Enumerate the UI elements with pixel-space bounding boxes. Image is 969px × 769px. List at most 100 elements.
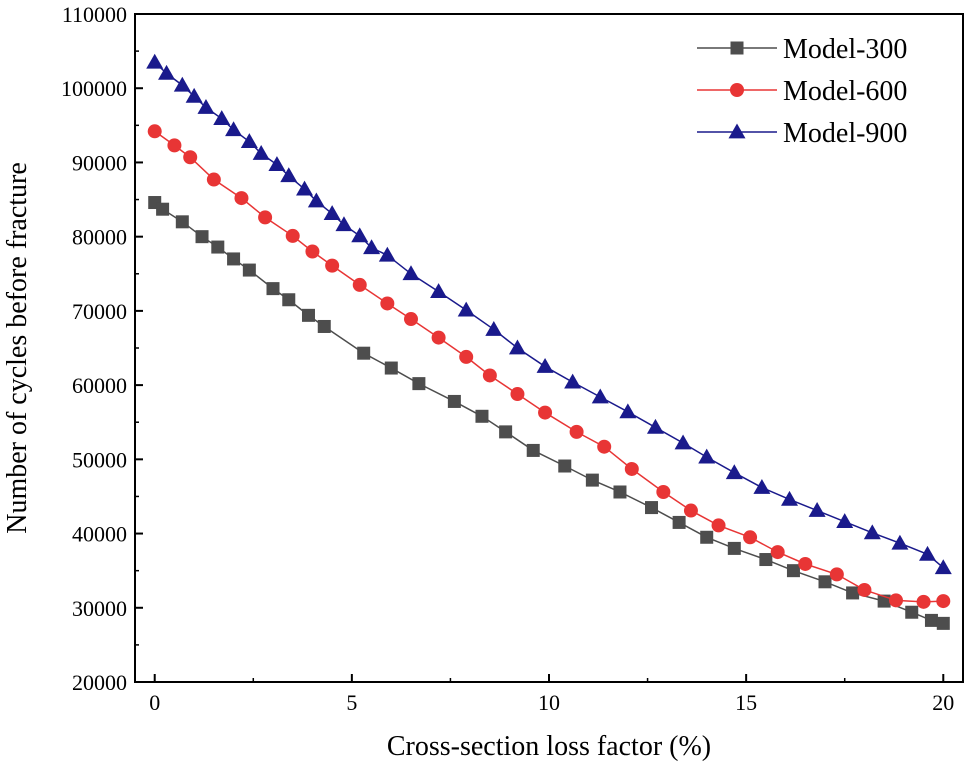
data-point [645,501,659,515]
data-point [829,567,844,582]
data-point [759,553,773,567]
data-point [510,387,525,402]
data-point [613,485,627,499]
data-point [619,403,637,419]
data-point [158,64,176,80]
data-point [402,265,420,281]
data-point [475,409,489,423]
data-point [404,312,418,327]
data-point [317,319,331,333]
data-point [888,593,903,608]
data-point [585,473,599,487]
data-point [206,172,221,187]
series-model-600 [147,124,951,609]
data-point [335,216,353,232]
data-point [352,277,367,292]
data-point [430,283,448,298]
data-point [770,545,785,560]
series-model-300 [148,196,950,630]
data-point [252,145,270,160]
y-tick-label: 20000 [72,670,127,695]
data-point [781,490,799,506]
legend-item-model-300: Model-300 [697,34,907,65]
data-point [266,282,280,296]
data-point [786,564,800,578]
data-point [305,244,320,259]
legend-label: Model-600 [783,76,907,107]
data-point [147,124,162,139]
data-point [808,502,826,517]
data-point [536,358,554,373]
series-model-900 [146,53,952,575]
y-tick-label: 110000 [62,2,127,27]
y-axis-title: Number of cycles before fracture [2,162,33,534]
x-tick-label: 10 [538,690,560,715]
legend-label: Model-300 [783,34,907,65]
data-point [457,301,475,317]
y-tick-label: 80000 [72,225,127,250]
data-point [891,534,909,550]
data-point [268,156,286,172]
data-point [683,503,698,518]
data-point [258,210,273,225]
series-layer [146,53,952,630]
data-point [863,524,881,540]
x-tick-label: 5 [346,690,357,715]
data-point [753,479,771,494]
data-point [846,586,860,600]
data-point [234,191,249,206]
x-tick-label: 0 [149,690,160,715]
data-point [240,133,258,149]
data-point [919,545,937,561]
data-point [242,263,256,277]
legend-item-model-600: Model-600 [697,76,907,107]
data-point [485,320,503,336]
data-point [924,613,938,627]
data-point [282,293,296,307]
data-point [211,240,225,254]
data-point [296,180,314,196]
data-point [195,230,209,244]
data-point [569,424,584,439]
legend-marker [728,123,746,139]
data-point [672,515,686,529]
data-point [725,464,743,480]
data-point [175,215,189,229]
data-point [538,405,553,420]
data-point [836,513,854,529]
data-point [656,484,671,499]
data-point [412,377,426,391]
data-point [857,582,872,597]
data-point [591,388,609,404]
data-point [323,205,341,221]
data-point [727,541,741,555]
data-point [301,308,315,322]
data-point [380,296,395,311]
y-tick-label: 100000 [61,76,127,101]
data-point [156,202,170,216]
data-point [558,459,572,473]
data-point [167,138,182,153]
data-point [384,361,398,375]
y-tick-label: 90000 [72,150,127,175]
data-point [646,418,664,434]
data-point [363,239,381,255]
data-point [936,594,951,609]
y-tick-label: 30000 [72,596,127,621]
data-point [146,53,164,69]
data-point [700,530,714,544]
data-point [743,530,758,545]
data-point [459,349,474,364]
data-point [936,616,950,630]
data-point [698,448,716,464]
x-axis-title: Cross-section loss factor (%) [387,731,711,762]
data-point [916,594,931,609]
data-point [905,605,919,619]
plot-frame [134,13,964,683]
legend-item-model-900: Model-900 [697,118,907,149]
data-point [431,330,446,345]
data-point [526,443,540,457]
x-tick-label: 20 [932,690,954,715]
